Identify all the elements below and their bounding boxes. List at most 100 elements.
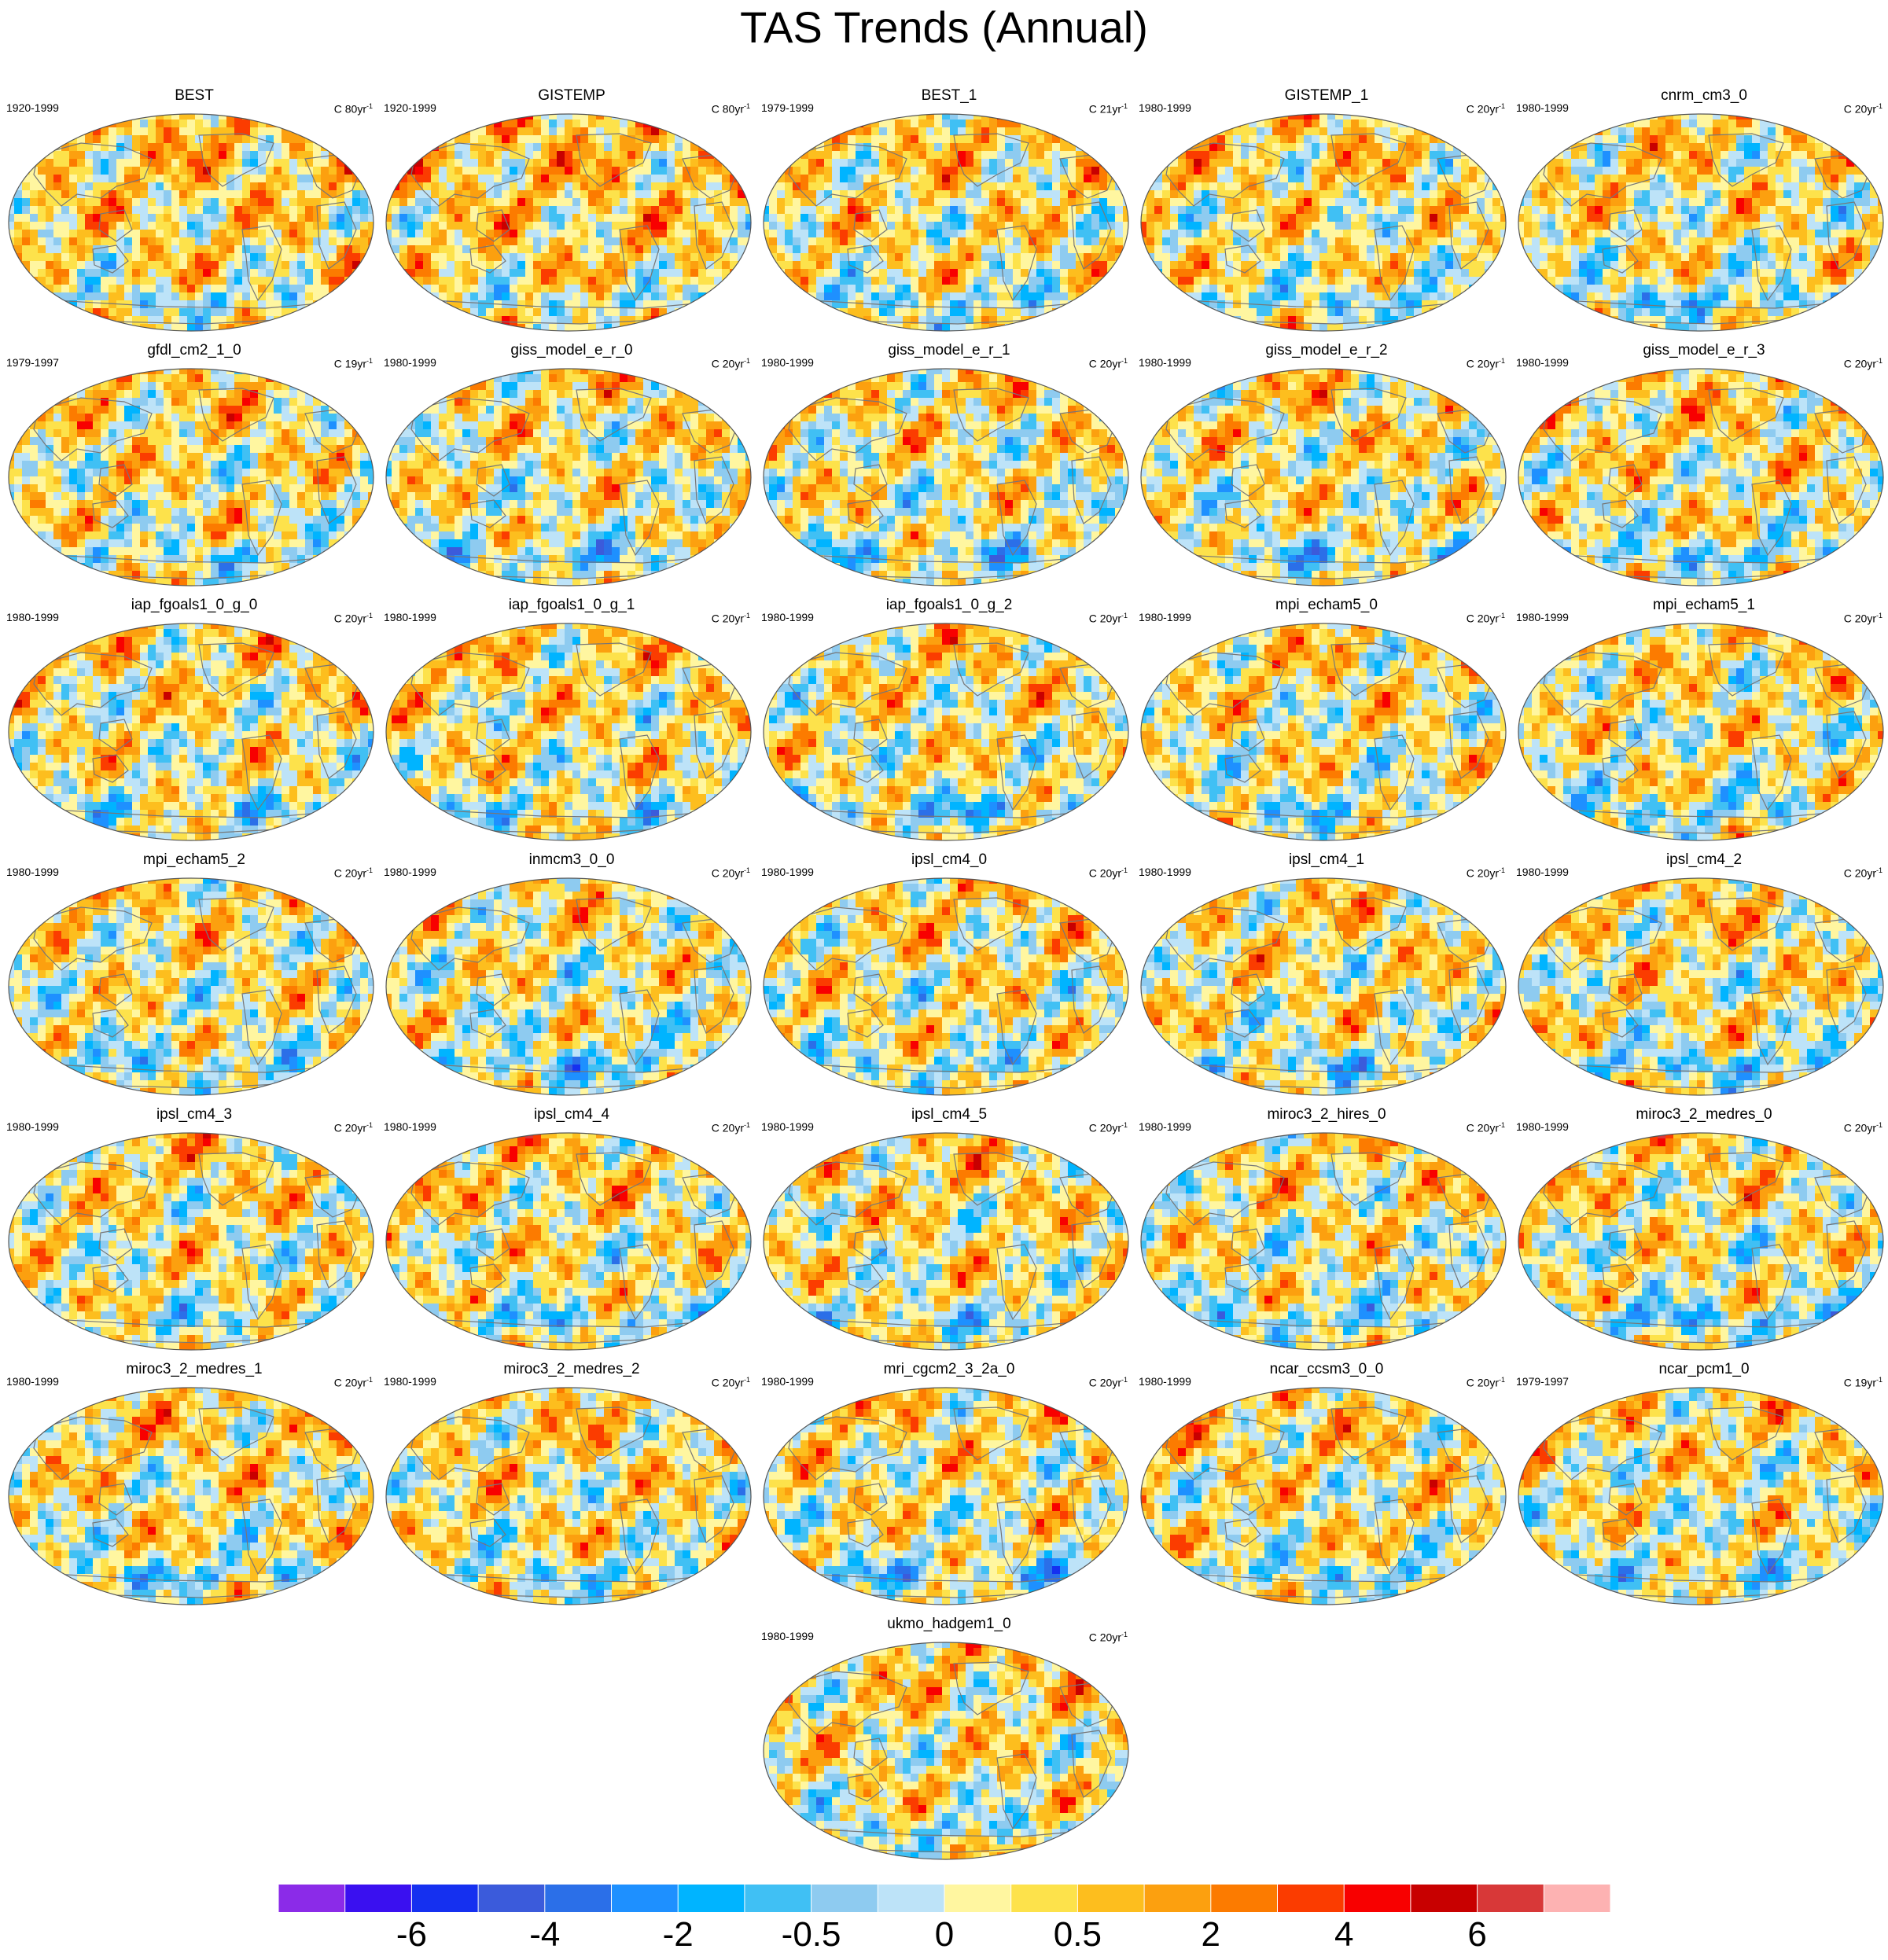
panel-units-exponent: -1: [1876, 612, 1882, 620]
map-panel: gfdl_cm2_1_0 1979-1997 C 19yr-1: [6, 341, 382, 596]
panel-units-text: C 20yr: [334, 1122, 366, 1134]
panel-title: miroc3_2_medres_2: [384, 1360, 760, 1379]
coastline: [953, 1407, 1029, 1461]
coastline: [1751, 480, 1792, 557]
map-panel: mpi_echam5_1 1980-1999 C 20yr-1: [1516, 596, 1888, 851]
globe-border: [763, 1642, 1129, 1860]
coastline: [853, 719, 888, 752]
panel-period: 1980-1999: [761, 1629, 814, 1643]
panel-units-text: C 20yr: [1467, 103, 1499, 116]
panel-period: 1980-1999: [1139, 1120, 1191, 1134]
trend-field: [1141, 1133, 1506, 1350]
coastline: [788, 1416, 907, 1480]
coastline: [1224, 1518, 1261, 1547]
panel-units-text: C 20yr: [334, 612, 366, 625]
panel-units-text: C 20yr: [712, 1122, 744, 1134]
colorbar-swatch: [1144, 1885, 1212, 1912]
map-panel: mri_cgcm2_3_2a_0 1980-1999 C 20yr-1: [761, 1360, 1137, 1615]
trend-field: [1518, 623, 1883, 840]
coastline: [316, 456, 357, 524]
trend-field: [1141, 369, 1506, 586]
colorbar-swatch: [1010, 1885, 1078, 1912]
coastline: [1071, 1475, 1112, 1543]
coastline: [1071, 456, 1112, 524]
panel-title: mri_cgcm2_3_2a_0: [761, 1360, 1137, 1379]
colorbar: [278, 1885, 1610, 1912]
coastline: [1608, 1228, 1643, 1261]
coastline: [1231, 1228, 1265, 1261]
trend-map: [385, 1387, 752, 1605]
coastline: [98, 973, 133, 1006]
panel-period: 1980-1999: [1139, 1374, 1191, 1388]
panel-title: ipsl_cm4_0: [761, 851, 1137, 870]
panel-title: ncar_pcm1_0: [1516, 1360, 1888, 1379]
panel-units-exponent: -1: [1499, 612, 1505, 620]
globe-border: [8, 113, 374, 332]
coastline: [953, 897, 1029, 951]
coastline: [1165, 906, 1285, 971]
map-panel: ipsl_cm4_1 1980-1999 C 20yr-1: [1139, 851, 1514, 1105]
coastline: [1543, 652, 1662, 716]
panel-units-text: C 20yr: [1844, 867, 1876, 880]
trend-map: [1140, 1387, 1507, 1605]
map-panel: ncar_ccsm3_0_0 1980-1999 C 20yr-1: [1139, 1360, 1514, 1615]
panel-units: C 20yr-1: [1844, 609, 1882, 626]
coastline: [694, 711, 734, 779]
trend-field: [1518, 114, 1883, 331]
coastline: [1543, 906, 1662, 971]
coastline: [1448, 965, 1489, 1034]
coastline: [1751, 1498, 1792, 1576]
panel-period: 1980-1999: [6, 1120, 59, 1134]
trend-field: [764, 1388, 1128, 1605]
coastline: [847, 1773, 884, 1802]
coastline: [476, 719, 510, 752]
coastline: [410, 1416, 530, 1480]
panel-units-exponent: -1: [1121, 1121, 1128, 1129]
coastline: [619, 225, 660, 302]
coastline: [1448, 201, 1489, 270]
coastline: [853, 1228, 888, 1261]
trend-map: [763, 1642, 1129, 1860]
panel-title: iap_fgoals1_0_g_1: [384, 596, 760, 615]
trend-map: [1140, 113, 1507, 332]
coastline: [410, 906, 530, 971]
panel-units-text: C 20yr: [1089, 358, 1121, 370]
globe-border: [385, 113, 752, 332]
trend-map: [8, 113, 374, 332]
panel-title: giss_model_e_r_2: [1139, 341, 1514, 360]
coastline: [1608, 973, 1643, 1006]
trend-field: [1141, 1388, 1506, 1605]
panel-units-text: C 20yr: [1089, 867, 1121, 880]
panel-units-text: C 20yr: [1089, 1377, 1121, 1389]
globe-border: [8, 1387, 374, 1605]
coastline: [1708, 897, 1784, 951]
panel-title: iap_fgoals1_0_g_2: [761, 596, 1137, 615]
panel-units: C 20yr-1: [334, 1118, 373, 1135]
colorbar-tick-label: 0: [935, 1915, 954, 1954]
panel-units-text: C 80yr: [712, 103, 744, 116]
panel-period: 1980-1999: [1139, 101, 1191, 115]
coastline: [1602, 499, 1639, 528]
coastline: [469, 1518, 506, 1547]
coastline: [1543, 142, 1662, 207]
map-panel: giss_model_e_r_0 1980-1999 C 20yr-1: [384, 341, 760, 596]
panel-period: 1980-1999: [1516, 355, 1569, 370]
panel-title: inmcm3_0_0: [384, 851, 760, 870]
coastline: [619, 734, 660, 811]
coastline: [198, 1407, 274, 1461]
panel-period: 1980-1999: [761, 1120, 814, 1134]
coastline: [1543, 397, 1662, 462]
globe-border: [1140, 877, 1507, 1096]
panel-units: C 20yr-1: [1844, 863, 1882, 881]
coastline: [853, 973, 888, 1006]
panel-period: 1980-1999: [1516, 610, 1569, 624]
trend-field: [764, 1133, 1128, 1350]
panel-period: 1979-1997: [6, 355, 59, 370]
coastline: [1826, 1220, 1867, 1289]
globe-border: [763, 1132, 1129, 1351]
coastline: [1165, 1161, 1285, 1226]
panel-units: C 20yr-1: [1844, 1118, 1882, 1135]
panel-units: C 80yr-1: [712, 99, 750, 116]
coastline: [469, 499, 506, 528]
panel-units-exponent: -1: [1499, 1376, 1505, 1384]
